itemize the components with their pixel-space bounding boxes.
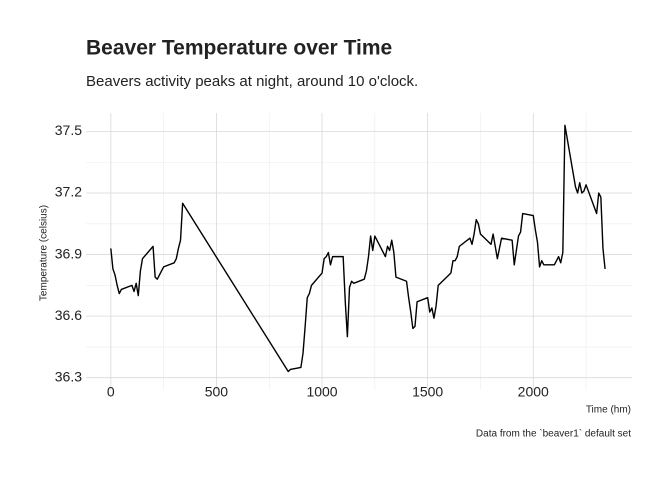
x-axis-title: Time (hm) [586, 405, 631, 416]
y-tick-label: 36.3 [55, 368, 82, 384]
x-tick-label: 500 [205, 384, 229, 400]
x-tick-label: 0 [107, 384, 115, 400]
line [110, 124, 606, 373]
chart-title: Beaver Temperature over Time [86, 37, 392, 60]
y-tick-label: 37.2 [55, 184, 82, 200]
chart-subtitle: Beavers activity peaks at night, around … [86, 73, 418, 90]
caption: Data from the `beaver1` default set [476, 428, 631, 440]
y-tick-label: 36.9 [55, 245, 82, 261]
y-axis-title: Temperature (celsius) [39, 205, 50, 301]
y-tick-label: 36.6 [55, 307, 82, 323]
y-tick-label: 37.5 [55, 122, 82, 138]
x-tick-label: 2000 [518, 384, 549, 400]
x-tick-label: 1000 [306, 384, 337, 400]
x-tick-label: 1500 [412, 384, 443, 400]
